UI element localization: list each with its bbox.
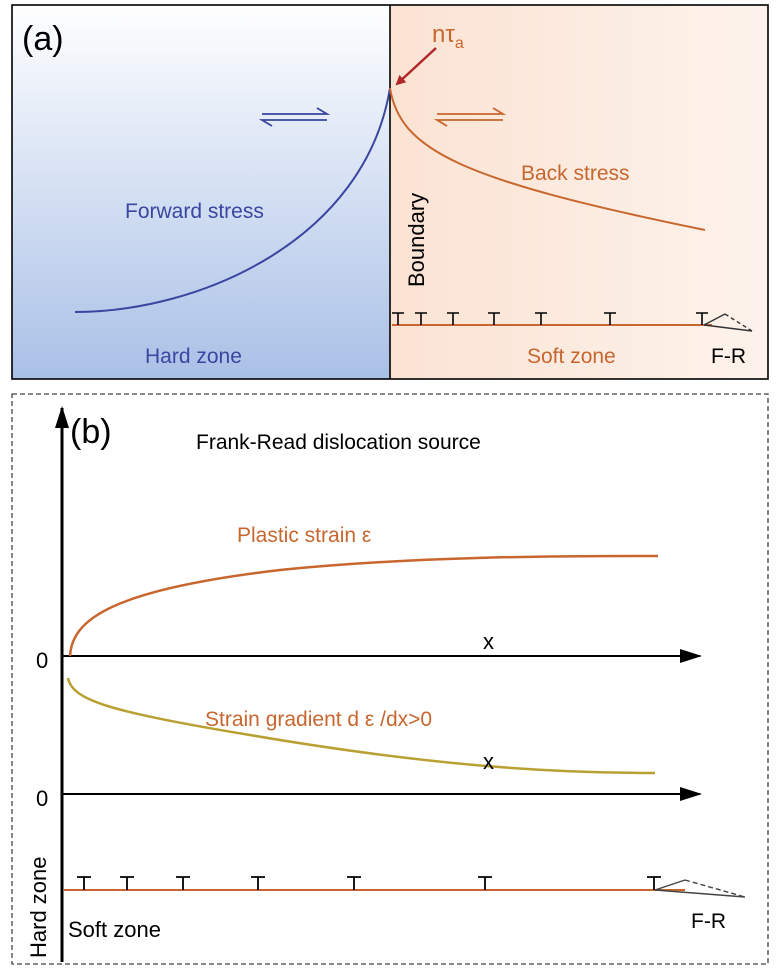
- boundary-label: Boundary: [404, 193, 429, 287]
- panel-b: (b) Frank-Read dislocation source 0 x Pl…: [11, 393, 769, 965]
- hard-zone-region: [12, 5, 390, 379]
- zero-label-lower: 0: [36, 786, 48, 811]
- back-stress-label: Back stress: [521, 162, 630, 185]
- dislocation-pileup-b: [77, 876, 661, 890]
- dislocation-pileup-a: [392, 312, 708, 325]
- plastic-strain-label: Plastic strain ε: [237, 524, 371, 547]
- panel-a: (a) nτa Forward stress Back stress Bound…: [11, 4, 769, 380]
- panel-a-label: (a): [22, 20, 64, 58]
- soft-zone-label-a: Soft zone: [527, 345, 616, 368]
- plastic-strain-curve: [68, 554, 659, 657]
- x-label-upper: x: [483, 629, 494, 654]
- fr-label-b: F-R: [691, 910, 726, 933]
- panel-b-label: (b): [70, 413, 112, 451]
- forward-stress-curve: [74, 87, 391, 313]
- fr-label-a: F-R: [711, 345, 746, 368]
- forward-stress-label: Forward stress: [125, 200, 264, 223]
- strain-gradient-curve: [66, 677, 656, 775]
- panel-b-frame: [11, 393, 769, 965]
- peak-arrow: [395, 47, 437, 86]
- hard-zone-label-a: Hard zone: [145, 345, 242, 368]
- frank-read-source-a: [703, 313, 753, 332]
- soft-zone-region: [390, 5, 768, 379]
- hard-zone-label-b: Hard zone: [26, 856, 51, 958]
- forward-half-arrows: [258, 107, 331, 127]
- strain-gradient-label: Strain gradient d ε /dx>0: [205, 708, 432, 731]
- zero-label-upper: 0: [36, 648, 48, 673]
- x-label-lower: x: [483, 749, 494, 774]
- back-stress-curve: [389, 87, 706, 231]
- panel-b-title: Frank-Read dislocation source: [196, 431, 481, 454]
- frank-read-source-b: [654, 879, 746, 898]
- soft-zone-label-b: Soft zone: [68, 917, 161, 942]
- back-half-arrows: [433, 107, 507, 127]
- peak-label: nτa: [432, 21, 464, 52]
